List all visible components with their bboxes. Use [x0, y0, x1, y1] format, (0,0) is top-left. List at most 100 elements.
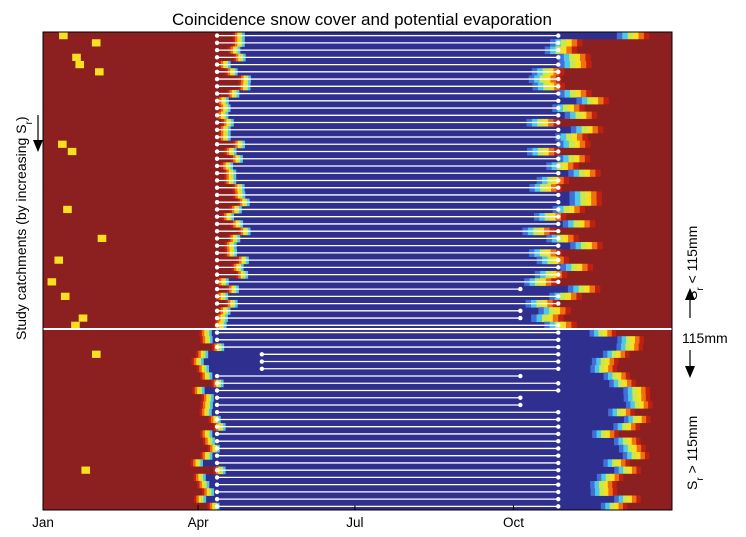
heatmap-cell-autumn	[609, 126, 672, 134]
x-tick-label: Jul	[346, 515, 363, 530]
heatmap-cell-autumn-edge	[627, 423, 632, 431]
coincidence-start-dot	[215, 287, 219, 291]
heatmap-cell-autumn-edge	[600, 285, 606, 293]
heatmap-cell-autumn-edge	[584, 285, 590, 293]
coincidence-start-dot	[215, 106, 219, 110]
heatmap-cell-spring-edge	[205, 336, 208, 344]
coincidence-start-dot	[215, 301, 219, 305]
heatmap-cell-autumn	[588, 39, 672, 47]
heatmap-cell-autumn-edge	[592, 61, 598, 69]
heatmap-cell-autumn-edge	[544, 307, 550, 315]
heatmap-cell-autumn-edge	[566, 293, 572, 301]
heatmap-cell-autumn-edge	[639, 32, 645, 40]
heatmap-cell-autumn-edge	[562, 271, 568, 279]
heatmap-cell-autumn-edge	[637, 416, 642, 424]
heatmap-cell-winter-melt	[63, 206, 72, 214]
heatmap-cell-autumn-edge	[570, 112, 576, 120]
heatmap-cell-autumn-edge	[581, 242, 587, 250]
heatmap-cell-spring-edge	[204, 329, 207, 337]
heatmap-cell-autumn-edge	[628, 416, 633, 424]
heatmap-cell-spring	[43, 61, 219, 69]
heatmap-cell-autumn-edge	[623, 445, 628, 453]
heatmap-cell-autumn-edge	[607, 329, 612, 337]
heatmap-cell-autumn-edge	[581, 112, 587, 120]
heatmap-cell-autumn-edge	[623, 503, 628, 511]
heatmap-cell-autumn-edge	[618, 423, 623, 431]
chart-title: Coincidence snow cover and potential eva…	[172, 10, 552, 29]
heatmap-cell-autumn-edge	[613, 488, 618, 496]
heatmap-cell-autumn-edge	[576, 97, 582, 105]
heatmap-cell-autumn-edge	[580, 206, 586, 214]
coincidence-start-dot	[215, 207, 219, 211]
heatmap-cell-autumn-edge	[635, 336, 640, 344]
heatmap-cell-autumn-edge	[585, 141, 591, 149]
heatmap-cell-autumn-edge	[646, 387, 651, 395]
coincidence-start-dot	[215, 200, 219, 204]
heatmap-cell-spring-edge	[203, 452, 206, 460]
heatmap-cell-autumn-edge	[603, 459, 608, 467]
coincidence-end-dot	[556, 453, 560, 457]
heatmap-cell-spring-edge	[209, 394, 212, 402]
heatmap-cell-spring-edge	[210, 503, 213, 511]
heatmap-cell-autumn-edge	[597, 112, 603, 120]
heatmap-cell-autumn-edge	[599, 488, 604, 496]
heatmap-cell-autumn-edge	[585, 155, 591, 163]
heatmap-cell-autumn-edge	[610, 503, 615, 511]
heatmap-cell-autumn-edge	[602, 191, 608, 199]
heatmap-cell-autumn-edge	[576, 293, 582, 301]
heatmap-cell-autumn-edge	[604, 488, 609, 496]
heatmap-cell-autumn-edge	[569, 177, 575, 185]
heatmap-cell-autumn-edge	[628, 387, 633, 395]
heatmap-cell-autumn-edge	[577, 39, 583, 47]
heatmap-cell-spring-edge	[191, 358, 194, 366]
heatmap-cell-autumn	[647, 343, 672, 351]
heatmap-cell-autumn-edge	[576, 242, 582, 250]
heatmap-cell-autumn-edge	[606, 474, 611, 482]
heatmap-cell-autumn	[608, 242, 672, 250]
heatmap-cell-autumn-edge	[614, 430, 619, 438]
heatmap-cell-autumn-edge	[572, 46, 578, 54]
heatmap-cell-autumn-edge	[622, 423, 627, 431]
heatmap-cell-spring-edge	[208, 401, 211, 409]
heatmap-cell-autumn-edge	[584, 220, 590, 228]
coincidence-end-dot	[556, 106, 560, 110]
heatmap-cell-autumn-edge	[598, 97, 604, 105]
coincidence-start-dot	[215, 482, 219, 486]
coincidence-start-dot	[215, 77, 219, 81]
heatmap-cell-autumn-edge	[553, 314, 559, 322]
heatmap-cell-spring	[43, 83, 239, 91]
heatmap-cell-autumn-edge	[560, 83, 566, 91]
heatmap-cell-autumn-edge	[579, 220, 585, 228]
heatmap-cell-spring	[43, 32, 233, 40]
coincidence-start-dot	[215, 149, 219, 153]
coincidence-start-dot	[260, 367, 264, 371]
heatmap-cell-autumn-edge	[599, 365, 604, 373]
heatmap-cell-autumn-edge	[632, 438, 637, 446]
heatmap-cell-spring-edge	[209, 329, 212, 337]
heatmap-cell-spring	[43, 474, 194, 482]
heatmap-cell-spring	[43, 220, 231, 228]
heatmap-cell-autumn-edge	[644, 401, 649, 409]
heatmap-cell-autumn-edge	[617, 336, 622, 344]
heatmap-cell-autumn	[607, 191, 672, 199]
heatmap-cell-autumn-edge	[623, 452, 628, 460]
heatmap-cell-autumn-edge	[566, 46, 572, 54]
heatmap-cell-winter-melt	[59, 32, 68, 40]
heatmap-cell-autumn-edge	[561, 264, 567, 272]
heatmap-cell-autumn-edge	[636, 423, 641, 431]
heatmap-cell-spring	[43, 380, 212, 388]
heatmap-cell-spring-edge	[200, 430, 203, 438]
heatmap-cell-autumn-edge	[610, 358, 615, 366]
heatmap-cell-autumn-edge	[592, 126, 598, 134]
coincidence-end-dot	[556, 425, 560, 429]
heatmap-cell-spring-edge	[194, 474, 197, 482]
heatmap-cell-autumn-edge	[595, 488, 600, 496]
heatmap-cell-autumn-edge	[621, 351, 626, 359]
heatmap-cell-spring-edge	[199, 496, 202, 504]
coincidence-start-dot	[215, 309, 219, 313]
heatmap-cell-autumn-edge	[586, 199, 592, 207]
heatmap-cell-autumn-edge	[587, 97, 593, 105]
heatmap-cell-spring	[43, 155, 231, 163]
coincidence-start-dot	[215, 265, 219, 269]
heatmap-cell-autumn-edge	[568, 162, 574, 170]
